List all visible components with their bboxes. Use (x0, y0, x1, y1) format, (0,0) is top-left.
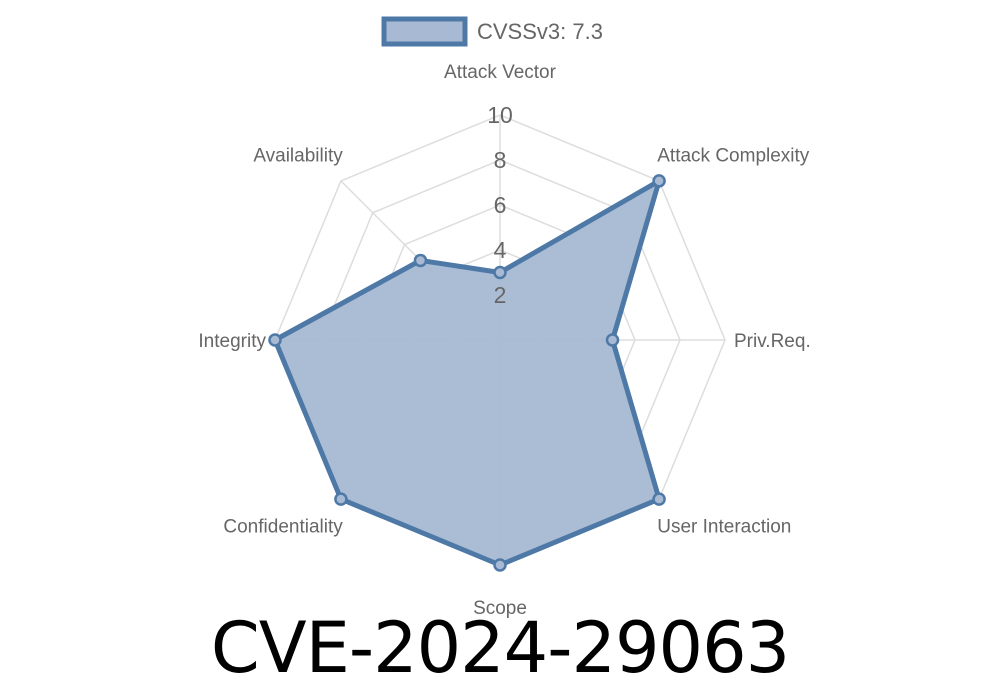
tick-label: 4 (494, 237, 507, 263)
data-point[interactable] (605, 333, 620, 347)
data-point[interactable] (268, 333, 282, 347)
axis-label: Scope (473, 598, 527, 619)
tick-label: 2 (494, 282, 507, 308)
axis-label: Attack Complexity (657, 146, 810, 167)
data-point[interactable] (652, 492, 666, 506)
axis-label: Confidentiality (223, 516, 343, 537)
axis-label: Attack Vector (444, 62, 557, 83)
axis-label: Priv.Req. (734, 331, 811, 352)
data-point[interactable] (493, 558, 507, 572)
axis-label: User Interaction (657, 516, 791, 537)
axis-labels: Attack Vector Attack Complexity Priv.Req. U… (198, 62, 810, 619)
series-layer (272, 178, 662, 568)
data-point[interactable] (334, 492, 348, 506)
tick-labels: 2 4 6 8 10 (487, 102, 513, 308)
legend-label: CVSSv3: 7.3 (477, 19, 603, 44)
page-title: CVE-2024-29063 (210, 607, 790, 689)
legend[interactable]: CVSSv3: 7.3 (381, 16, 603, 47)
axis-label: Integrity (198, 331, 266, 352)
series-area (272, 178, 662, 568)
data-point[interactable] (493, 265, 507, 280)
tick-label: 8 (494, 147, 507, 173)
data-point[interactable] (652, 174, 666, 188)
axis-label: Availability (253, 146, 343, 167)
data-point[interactable] (413, 253, 428, 268)
tick-label: 6 (494, 192, 507, 218)
points-layer (268, 174, 666, 572)
tick-label: 10 (487, 102, 513, 128)
legend-swatch[interactable] (381, 16, 468, 47)
